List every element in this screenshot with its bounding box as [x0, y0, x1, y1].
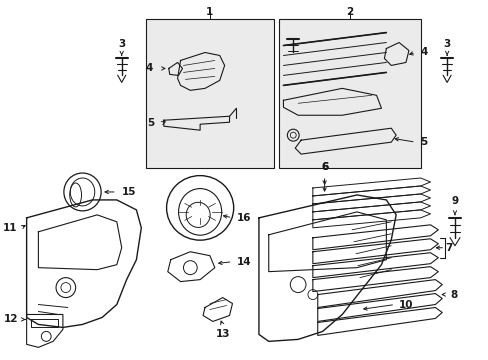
- Text: 2: 2: [346, 7, 353, 17]
- Text: 16: 16: [236, 213, 250, 223]
- Text: 3: 3: [443, 39, 450, 49]
- Text: 11: 11: [2, 223, 17, 233]
- Text: 12: 12: [4, 314, 19, 324]
- Text: 6: 6: [320, 162, 327, 172]
- Text: 8: 8: [449, 289, 456, 300]
- Text: 4: 4: [145, 63, 153, 73]
- Text: 15: 15: [122, 187, 136, 197]
- Text: 5: 5: [146, 118, 154, 128]
- Text: 10: 10: [398, 300, 413, 310]
- Text: 1: 1: [206, 7, 213, 17]
- Text: 4: 4: [420, 48, 427, 58]
- Text: 3: 3: [118, 39, 125, 49]
- Text: 13: 13: [215, 329, 229, 339]
- Text: 7: 7: [444, 243, 451, 253]
- Text: 6: 6: [320, 162, 327, 172]
- Bar: [278, 19, 420, 168]
- Text: 9: 9: [450, 196, 458, 206]
- Bar: [146, 19, 273, 168]
- Text: 14: 14: [236, 257, 250, 267]
- Text: 5: 5: [420, 137, 427, 147]
